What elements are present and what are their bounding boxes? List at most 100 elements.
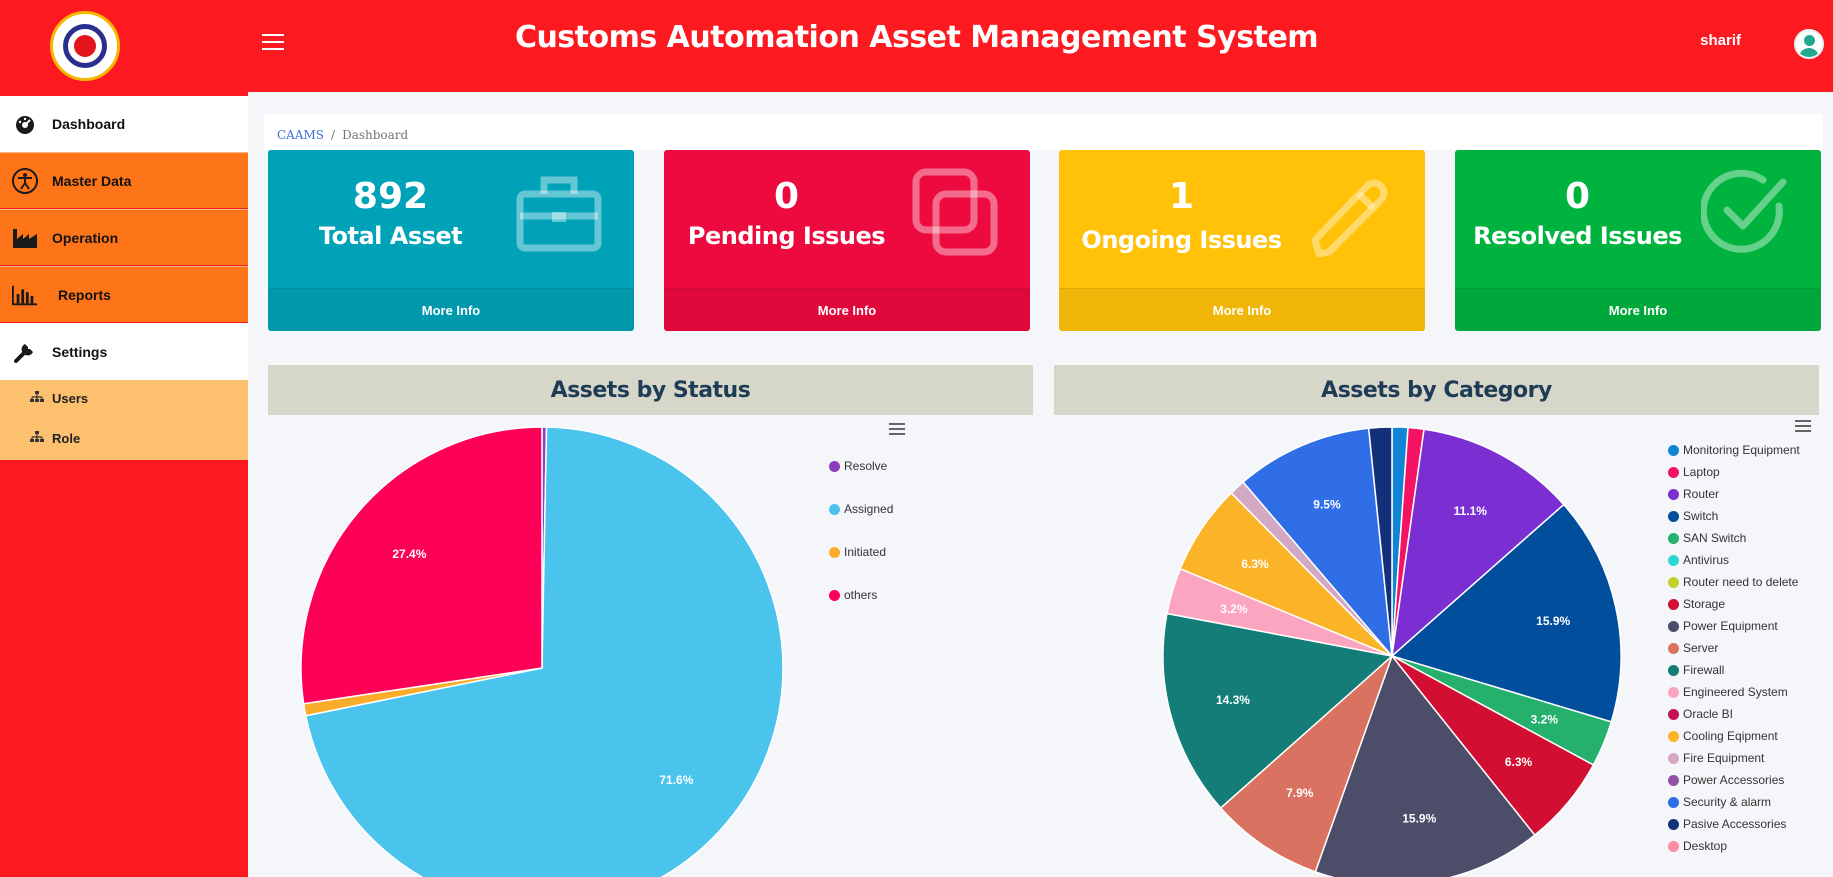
briefcase-icon [514,168,604,258]
legend-label: Server [1683,641,1719,655]
legend-item-oracle-bi[interactable]: Oracle BI [1668,707,1733,721]
sitemap-icon [30,431,44,446]
sidebar-subitem-users[interactable]: Users [30,391,88,406]
top-navbar: Customs Automation Asset Management Syst… [0,0,1833,92]
legend-item-fire-equipment[interactable]: Fire Equipment [1668,751,1764,765]
pie-data-label: 6.3% [1241,557,1269,571]
legend-item-power-equipment[interactable]: Power Equipment [1668,619,1778,633]
legend-color-swatch [1668,488,1679,500]
total-asset-count: 892 [352,176,429,217]
tachometer-icon [12,113,38,135]
pie-data-label: 9.5% [1313,497,1341,511]
legend-item-laptop[interactable]: Laptop [1668,465,1720,479]
legend-color-swatch [1668,598,1679,610]
legend-item-desktop[interactable]: Desktop [1668,839,1727,853]
pie-slice-firewall[interactable] [1162,612,1394,810]
pie-slice-assigned[interactable] [304,426,784,877]
settings-submenu: Users Role [0,380,248,460]
legend-item-assigned[interactable]: Assigned [829,502,893,516]
legend-color-swatch [1668,510,1679,522]
pie-slice-others[interactable] [300,426,543,705]
sidebar-item-reports[interactable]: Reports [0,266,248,322]
ongoing-issues-count: 1 [1168,176,1195,217]
legend-color-swatch [1668,774,1679,786]
pie-data-label: 6.3% [1505,755,1533,769]
pie-data-label: 15.9% [1536,614,1570,628]
resolved-issues-label: Resolved Issues [1473,222,1682,250]
legend-label: Cooling Eqipment [1683,729,1778,743]
username[interactable]: sharif [1700,32,1741,49]
pie-data-label: 71.6% [659,773,693,787]
total-asset-more-info-link[interactable]: More Info [268,288,634,331]
bangladesh-customs-logo[interactable] [50,11,120,81]
app-title: Customs Automation Asset Management Syst… [514,20,1319,55]
legend-item-pasive-accessories[interactable]: Pasive Accessories [1668,817,1786,831]
legend-item-server[interactable]: Server [1668,641,1718,655]
pending-issues-more-info-link[interactable]: More Info [664,288,1030,331]
legend-item-router[interactable]: Router [1668,487,1719,501]
sidebar-subitem-role[interactable]: Role [30,431,80,446]
total-asset-label: Total Asset [318,222,463,250]
legend-label: Router need to delete [1683,575,1799,589]
legend-color-swatch [1668,686,1679,698]
legend-item-monitoring-equipment[interactable]: Monitoring Equipment [1668,443,1800,457]
legend-item-initiated[interactable]: Initiated [829,545,886,559]
breadcrumb: CAAMS / Dashboard [277,128,409,142]
check-circle-icon [1699,168,1791,258]
pie-slice-pasive-accessories[interactable] [1367,426,1393,657]
legend-item-storage[interactable]: Storage [1668,597,1725,611]
breadcrumb-root-link[interactable]: CAAMS [277,128,325,142]
legend-item-firewall[interactable]: Firewall [1668,663,1724,677]
legend-label: Fire Equipment [1683,751,1765,765]
menu-toggle-icon[interactable] [262,34,284,52]
assets-by-category-pie-chart: 11.1% 15.9% 3.2% 6.3% 15.9% 7.9% 14.3% 3.2% 6.3%… [1162,426,1622,877]
pie-slice-server[interactable] [1219,655,1393,873]
legend-item-resolve[interactable]: Resolve [829,459,887,473]
legend-label: Desktop [1683,839,1728,853]
category-chart-menu-icon[interactable] [1795,420,1811,432]
total-asset-card: 892 Total Asset More Info [268,150,634,331]
sidebar-item-operation[interactable]: Operation [0,209,248,265]
pie-data-label: 7.9% [1286,786,1314,800]
legend-item-engineered-system[interactable]: Engineered System [1668,685,1788,699]
legend-label: Assigned [844,502,894,516]
legend-item-others[interactable]: others [829,588,877,602]
legend-color-swatch [1668,664,1679,676]
ongoing-issues-more-info-link[interactable]: More Info [1059,288,1425,331]
pie-slice-power-equipment[interactable] [1314,654,1536,877]
sidebar-item-master-data[interactable]: Master Data [0,152,248,208]
sidebar-item-dashboard[interactable]: Dashboard [0,96,248,152]
legend-color-swatch [1668,642,1679,654]
clone-icon [910,168,1000,258]
legend-item-antivirus[interactable]: Antivirus [1668,553,1729,567]
legend-label: Storage [1683,597,1726,611]
legend-item-cooling-eqipment[interactable]: Cooling Eqipment [1668,729,1778,743]
pie-slice-security-alarm[interactable] [1242,427,1393,659]
legend-label: Laptop [1683,465,1720,479]
legend-item-router-need-to-delete[interactable]: Router need to delete [1668,575,1798,589]
legend-item-san-switch[interactable]: SAN Switch [1668,531,1746,545]
legend-label: Power Equipment [1683,619,1778,633]
legend-item-switch[interactable]: Switch [1668,509,1718,523]
legend-item-power-accessories[interactable]: Power Accessories [1668,773,1784,787]
legend-label: Antivirus [1683,553,1730,567]
sidebar-item-settings[interactable]: Settings [0,323,248,381]
legend-label: Security & alarm [1683,795,1772,809]
legend-label: Engineered System [1683,685,1788,699]
user-avatar-icon[interactable] [1794,29,1824,59]
assets-by-category-title: Assets by Category [1054,365,1819,415]
legend-label: others [844,588,878,602]
sitemap-icon [30,391,44,406]
sidebar-item-label: Operation [52,229,119,246]
pie-data-label: 11.1% [1454,504,1488,518]
pie-slice-router[interactable] [1390,428,1565,658]
pie-slice-switch[interactable] [1390,503,1622,723]
assets-by-status-pie-chart: 71.6% 27.4% [300,426,784,877]
pending-issues-count: 0 [773,176,800,217]
resolved-issues-more-info-link[interactable]: More Info [1455,288,1821,331]
industry-icon [12,227,38,249]
status-chart-menu-icon[interactable] [889,423,905,435]
legend-color-swatch [1668,818,1679,830]
legend-item-security-alarm[interactable]: Security & alarm [1668,795,1771,809]
pie-data-label: 14.3% [1216,693,1250,707]
